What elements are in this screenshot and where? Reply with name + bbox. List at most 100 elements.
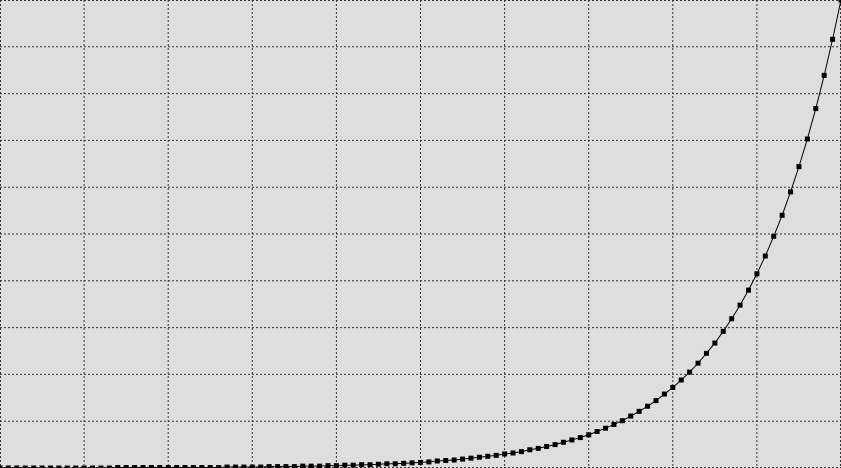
data-marker <box>695 360 701 366</box>
data-marker <box>409 460 415 466</box>
data-marker <box>703 350 709 356</box>
data-marker <box>552 442 558 448</box>
data-marker <box>577 435 583 441</box>
data-marker <box>5 465 11 468</box>
data-marker <box>132 465 138 468</box>
data-marker <box>308 463 314 468</box>
data-marker <box>560 439 566 445</box>
data-marker <box>98 465 104 468</box>
data-marker <box>544 443 550 449</box>
data-marker <box>737 302 743 308</box>
data-marker <box>418 459 423 465</box>
data-marker <box>199 465 205 468</box>
data-marker <box>729 316 735 322</box>
data-marker <box>720 328 726 334</box>
data-marker <box>182 465 188 468</box>
data-marker <box>157 465 163 468</box>
data-marker <box>266 464 272 468</box>
data-marker <box>838 0 841 3</box>
data-marker <box>569 437 575 443</box>
data-marker <box>796 164 802 170</box>
data-marker <box>275 464 281 468</box>
data-marker <box>468 455 474 461</box>
data-marker <box>106 465 112 468</box>
data-marker <box>535 445 541 451</box>
data-marker <box>14 465 20 468</box>
data-marker <box>678 377 684 383</box>
data-marker <box>771 233 777 239</box>
data-marker <box>401 460 407 466</box>
data-marker <box>81 465 87 468</box>
data-marker <box>232 464 238 468</box>
data-marker <box>342 462 348 468</box>
data-marker <box>586 432 592 438</box>
data-marker <box>645 403 651 409</box>
data-marker <box>258 464 264 468</box>
data-marker <box>712 340 718 346</box>
data-marker <box>426 459 432 465</box>
data-marker <box>22 465 28 468</box>
data-marker <box>485 453 491 459</box>
data-marker <box>64 465 70 468</box>
data-marker <box>56 465 62 468</box>
data-marker <box>594 428 600 434</box>
data-marker <box>687 369 693 375</box>
data-marker <box>510 450 516 456</box>
data-marker <box>283 464 289 468</box>
data-marker <box>653 398 659 404</box>
data-marker <box>745 287 751 293</box>
data-marker <box>367 462 373 468</box>
data-marker <box>115 465 121 468</box>
data-marker <box>224 464 230 468</box>
data-marker <box>123 465 129 468</box>
data-marker <box>493 452 499 458</box>
data-marker <box>392 461 398 467</box>
data-marker <box>661 391 667 397</box>
data-marker <box>216 465 222 468</box>
data-marker <box>241 464 247 468</box>
data-marker <box>174 465 180 468</box>
data-marker <box>502 451 508 457</box>
data-marker <box>375 461 381 467</box>
data-marker <box>31 465 37 468</box>
data-marker <box>821 72 827 78</box>
data-marker <box>359 462 365 468</box>
data-marker <box>779 212 785 218</box>
data-marker <box>140 465 146 468</box>
data-marker <box>90 465 96 468</box>
data-marker <box>460 456 466 462</box>
data-marker <box>527 447 533 453</box>
data-marker <box>476 454 482 460</box>
data-marker <box>165 465 171 468</box>
data-marker <box>350 462 356 468</box>
data-marker <box>813 106 819 112</box>
data-marker <box>670 385 676 391</box>
data-marker <box>190 465 196 468</box>
data-marker <box>628 413 634 419</box>
data-marker <box>619 418 625 424</box>
data-marker <box>325 463 331 468</box>
data-marker <box>804 136 810 142</box>
data-marker <box>333 463 339 468</box>
data-marker <box>636 408 642 414</box>
data-marker <box>830 36 836 42</box>
data-marker <box>47 465 53 468</box>
data-marker <box>73 465 79 468</box>
data-marker <box>0 465 3 468</box>
data-marker <box>300 463 306 468</box>
data-marker <box>148 465 154 468</box>
data-marker <box>249 464 255 468</box>
data-marker <box>384 461 390 467</box>
data-marker <box>754 271 760 277</box>
data-marker <box>611 421 617 427</box>
data-marker <box>762 253 768 259</box>
data-marker <box>291 464 297 468</box>
data-marker <box>603 425 609 431</box>
data-marker <box>39 465 45 468</box>
data-marker <box>443 458 449 464</box>
data-marker <box>788 189 794 195</box>
data-marker <box>207 465 213 468</box>
data-marker <box>518 449 524 455</box>
